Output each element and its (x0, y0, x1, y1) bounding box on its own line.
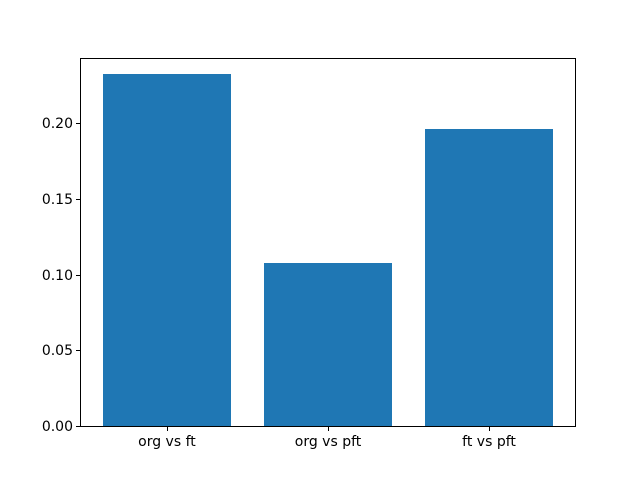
x-tick-mark (328, 427, 329, 431)
y-tick-label: 0.20 (41, 116, 73, 133)
y-tick-mark (76, 426, 80, 427)
x-tick-mark (166, 427, 168, 431)
y-tick-mark (76, 198, 80, 200)
y-tick-mark (76, 350, 80, 352)
y-tick-label: 0.10 (41, 267, 73, 284)
x-tick-label: org vs ft (138, 434, 196, 450)
bar-org-vs-pft (263, 263, 393, 426)
y-tick-label: 0.05 (41, 343, 73, 360)
plot-area (80, 58, 576, 427)
x-tick-mark (489, 427, 491, 431)
y-tick-label: 0.00 (41, 419, 73, 435)
bar-ft-vs-pft (424, 128, 554, 426)
bar-org-vs-ft (102, 74, 232, 426)
y-tick-mark (76, 274, 80, 276)
y-tick-label: 0.15 (41, 191, 73, 208)
y-tick-mark (76, 123, 80, 125)
x-tick-label: ft vs pft (462, 434, 516, 450)
x-tick-label: org vs pft (294, 434, 362, 450)
